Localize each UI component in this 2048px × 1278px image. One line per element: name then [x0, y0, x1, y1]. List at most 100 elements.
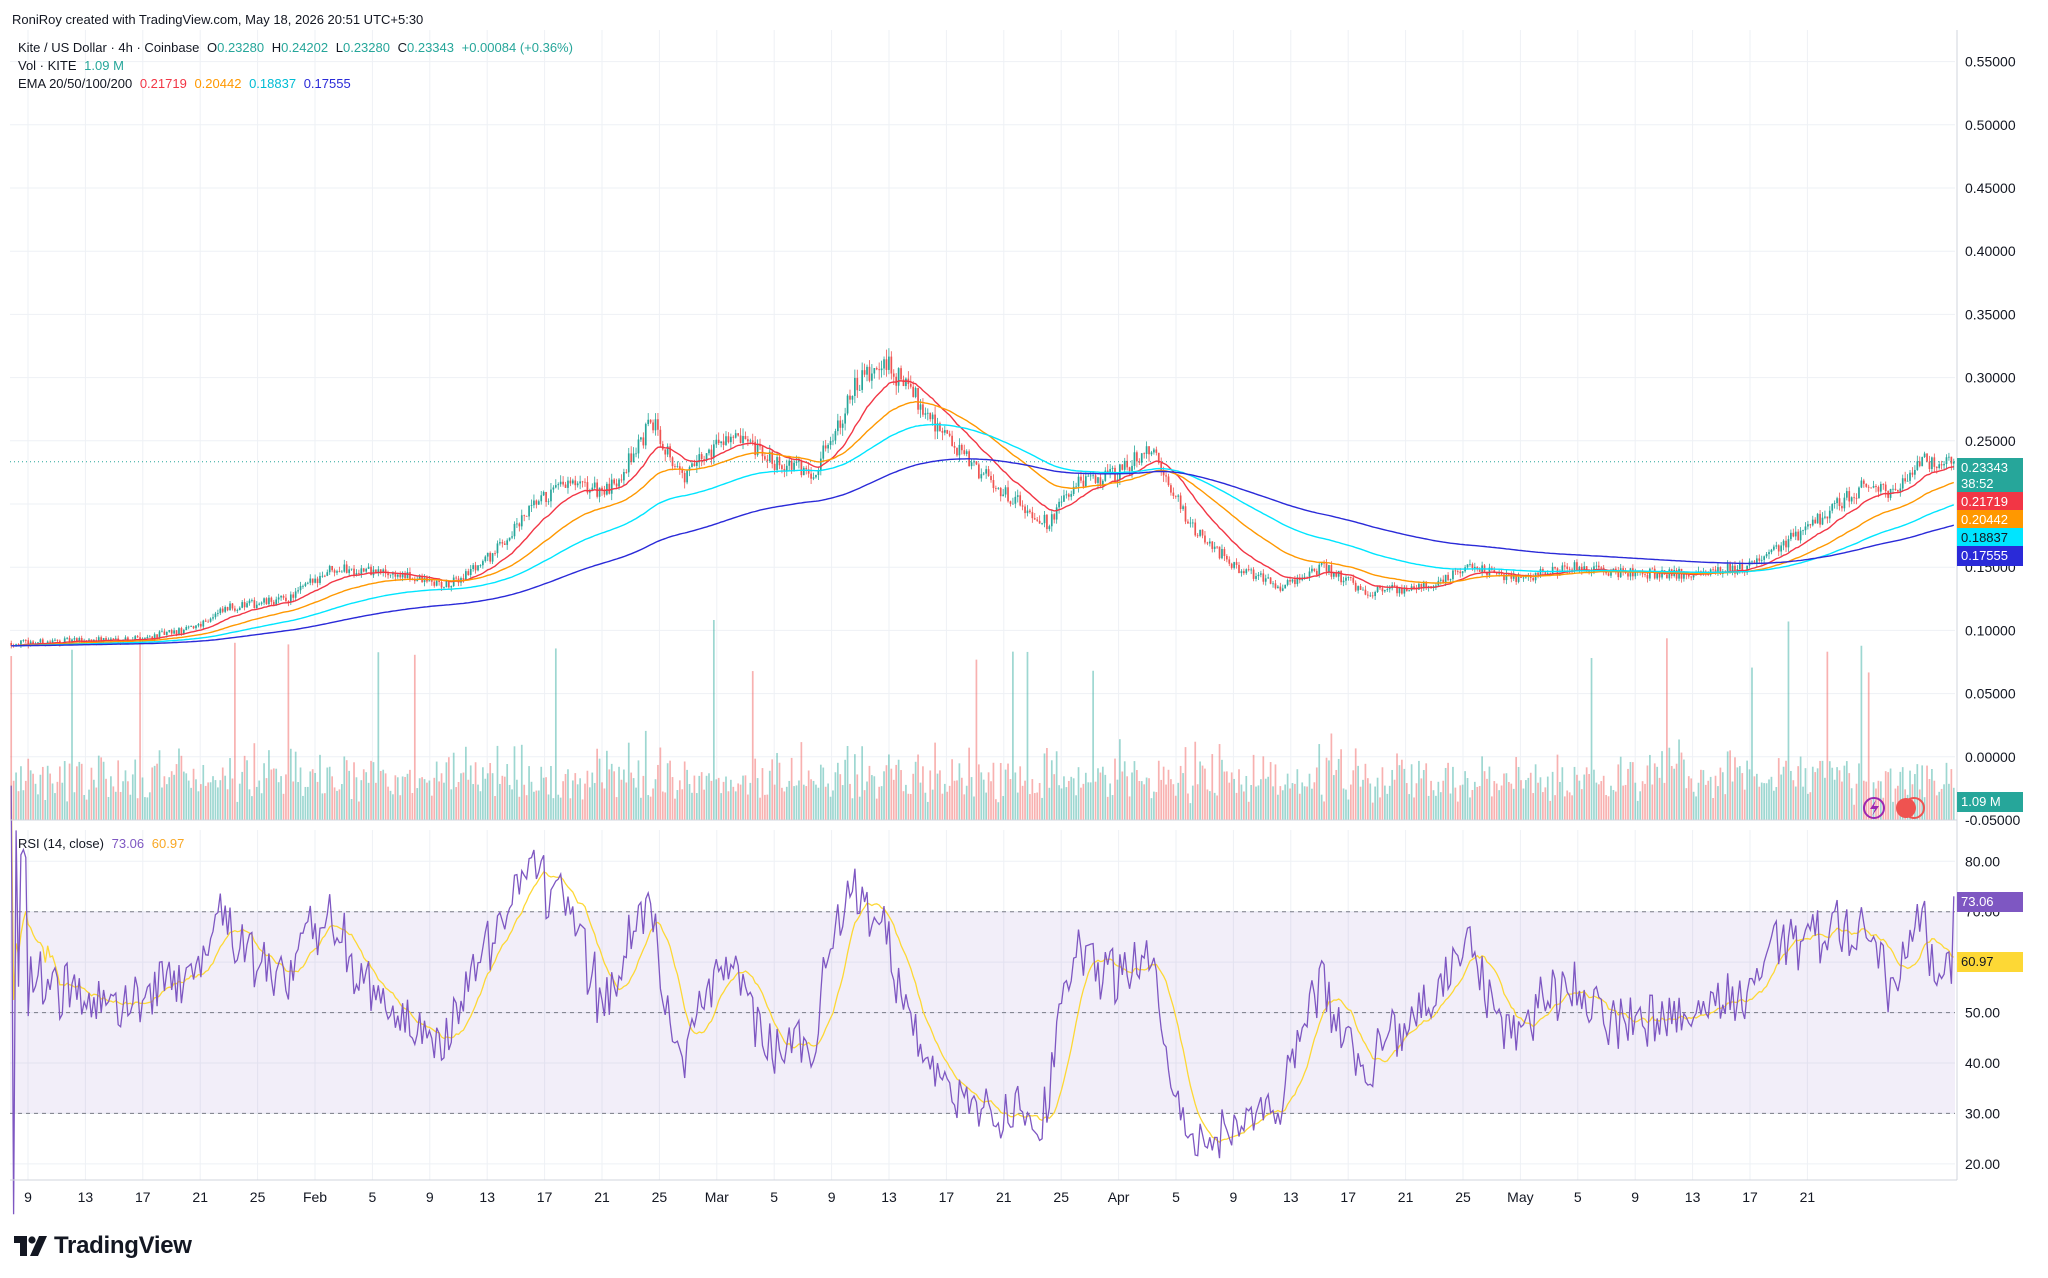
volume-bar	[1449, 793, 1452, 820]
volume-bar	[10, 656, 13, 820]
volume-bar	[1712, 797, 1714, 820]
candle-body	[1877, 487, 1880, 492]
candle-body	[224, 607, 227, 612]
candle-body	[1089, 475, 1092, 477]
candle-body	[148, 636, 151, 638]
candle-body	[1167, 476, 1170, 486]
volume-bar	[1935, 795, 1938, 820]
volume-bar	[936, 773, 939, 820]
candle-body	[1495, 573, 1498, 574]
candle-body	[1315, 570, 1318, 576]
x-tick-label: 25	[1053, 1189, 1069, 1205]
volume-bar	[321, 793, 324, 820]
symbol-name[interactable]: Kite / US Dollar · 4h · Coinbase	[18, 40, 200, 55]
volume-bar	[586, 770, 589, 820]
volume-bar	[754, 758, 757, 820]
volume-bar	[450, 789, 453, 820]
volume-bar	[1651, 784, 1654, 820]
volume-bar	[990, 781, 992, 820]
candle-body	[226, 607, 229, 611]
candle-body	[1170, 485, 1172, 493]
volume-bar	[302, 795, 304, 820]
x-tick-label: 9	[24, 1189, 32, 1205]
volume-bar	[1614, 791, 1617, 820]
candle-body	[934, 414, 936, 432]
candle-body	[1384, 590, 1386, 592]
volume-bar	[1036, 792, 1039, 820]
candle-body	[1760, 559, 1763, 561]
rsi-label[interactable]: RSI (14, close)	[18, 836, 104, 851]
volume-bar	[1396, 753, 1398, 820]
volume-bar	[1026, 651, 1029, 820]
candle-body	[1714, 569, 1717, 572]
volume-bar	[968, 747, 970, 820]
candle-body	[623, 472, 625, 481]
volume-bar	[175, 764, 178, 820]
candle-body	[1911, 472, 1914, 475]
symbol-legend: Kite / US Dollar · 4h · Coinbase O0.2328…	[18, 40, 577, 55]
volume-bar	[533, 791, 535, 820]
volume-bar	[1070, 776, 1073, 820]
volume-bar	[540, 766, 543, 820]
volume-bar	[676, 790, 679, 820]
candle-body	[1717, 567, 1719, 572]
candle-body	[858, 389, 861, 391]
volume-bar	[1303, 786, 1306, 820]
volume-bar	[1114, 758, 1116, 820]
volume-bar	[158, 750, 161, 820]
candle-body	[1488, 567, 1491, 576]
volume-bar	[574, 773, 577, 820]
candle-body	[732, 436, 735, 438]
volume-bar	[306, 786, 309, 820]
candle-body	[1131, 465, 1133, 472]
candle-body	[1765, 554, 1768, 557]
candle-body	[1449, 579, 1452, 581]
volume-bar	[345, 760, 348, 820]
volume-bar	[1315, 767, 1318, 820]
candle-body	[1060, 501, 1063, 503]
volume-label[interactable]: Vol · KITE	[18, 58, 77, 73]
candle-body	[1809, 524, 1812, 526]
candle-body	[849, 395, 851, 400]
volume-bar	[248, 789, 251, 820]
ema-label[interactable]: EMA 20/50/100/200	[18, 76, 133, 91]
volume-bar	[1119, 739, 1121, 820]
candle-body	[399, 574, 402, 578]
candle-body	[1850, 497, 1853, 502]
candle-body	[1029, 510, 1031, 513]
volume-bar	[1182, 773, 1184, 820]
volume-bar	[1471, 789, 1474, 820]
volume-bar	[1585, 767, 1588, 820]
volume-bar	[486, 773, 489, 820]
volume-bar	[1887, 772, 1889, 820]
volume-bar	[311, 769, 314, 820]
y-tick-label: 0.30000	[1965, 370, 2016, 386]
volume-bar	[892, 779, 895, 820]
volume-bar	[807, 770, 810, 820]
volume-bar	[1556, 754, 1559, 820]
candle-body	[1753, 561, 1756, 563]
volume-bar	[1894, 788, 1897, 820]
candle-body	[1374, 591, 1376, 597]
candle-body	[231, 603, 234, 609]
candle-body	[1233, 562, 1235, 568]
volume-bar	[1709, 776, 1712, 820]
candle-body	[73, 638, 76, 640]
candle-body	[990, 475, 992, 481]
volume-bar	[1792, 780, 1795, 820]
candle-body	[518, 523, 521, 527]
tradingview-logo[interactable]: TradingView	[14, 1232, 192, 1260]
candle-body	[686, 470, 688, 483]
candle-body	[1347, 577, 1350, 578]
volume-bar	[1296, 769, 1299, 820]
volume-bar	[900, 770, 902, 820]
candle-body	[1138, 461, 1141, 463]
candle-body	[1532, 578, 1535, 581]
candle-body	[1819, 513, 1821, 525]
volume-bar	[1490, 796, 1493, 820]
volume-bar	[219, 780, 222, 820]
candle-body	[360, 568, 363, 575]
candle-body	[905, 378, 907, 387]
volume-bar	[1559, 781, 1561, 820]
